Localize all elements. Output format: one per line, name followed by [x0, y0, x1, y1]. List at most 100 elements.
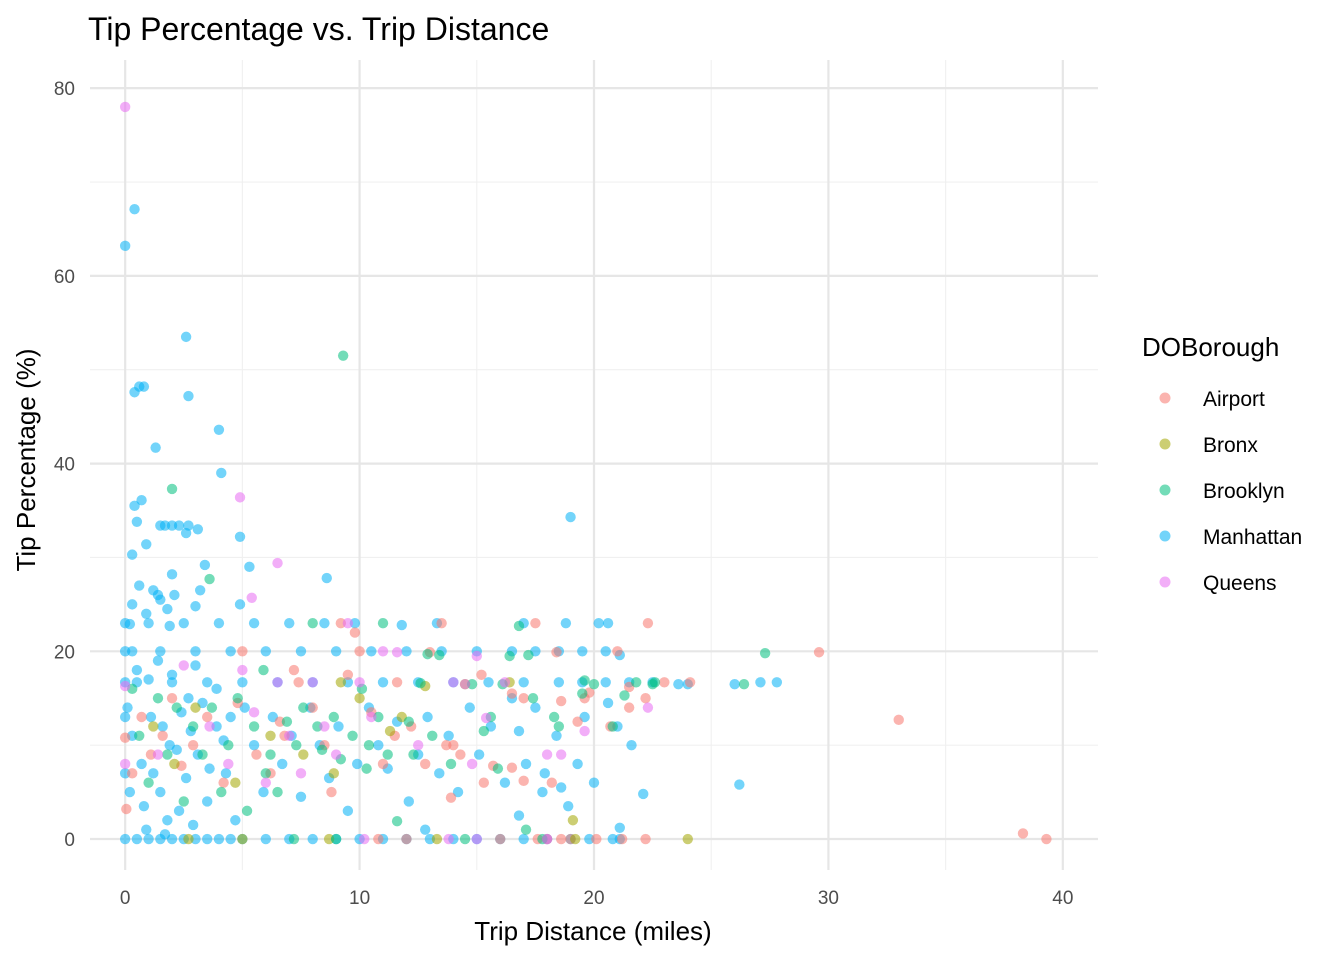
data-point-manhattan: [213, 617, 225, 629]
data-point-brooklyn: [445, 758, 457, 770]
data-point-manhattan: [537, 786, 548, 798]
data-point-manhattan: [284, 617, 295, 629]
data-point-manhattan: [213, 424, 225, 436]
data-point-manhattan: [166, 677, 178, 688]
data-point-manhattan: [734, 779, 745, 790]
data-point-manhattan: [600, 646, 611, 657]
data-point-brooklyn: [204, 573, 215, 585]
data-point-airport: [354, 646, 365, 657]
grid: [90, 60, 1098, 870]
data-point-brooklyn: [171, 702, 182, 713]
data-point-queens: [555, 749, 567, 760]
data-point-manhattan: [377, 677, 389, 688]
data-point-brooklyn: [391, 815, 403, 827]
data-point-queens: [342, 617, 354, 629]
data-point-manhattan: [190, 660, 201, 671]
data-point-manhattan: [178, 617, 189, 629]
data-point-manhattan: [518, 833, 529, 845]
data-point-manhattan: [755, 677, 766, 688]
data-point-manhattan: [164, 620, 175, 632]
data-point-manhattan: [155, 833, 166, 845]
data-point-manhattan: [422, 711, 433, 723]
data-point-manhattan: [572, 758, 583, 770]
legend-key-queens: [1159, 576, 1171, 588]
data-point-brooklyn: [363, 739, 375, 751]
data-point-bronx: [335, 677, 347, 688]
data-point-manhattan: [173, 805, 185, 817]
data-point-queens: [246, 592, 257, 604]
data-point-queens: [119, 680, 131, 692]
data-point-manhattan: [260, 646, 272, 657]
data-point-manhattan: [183, 693, 194, 704]
data-point-airport: [572, 716, 583, 727]
data-point-manhattan: [452, 786, 464, 798]
data-point-brooklyn: [504, 650, 515, 662]
data-point-queens: [330, 749, 342, 760]
data-point-manhattan: [593, 617, 604, 629]
data-point-queens: [319, 721, 330, 732]
data-point-queens: [391, 647, 403, 658]
data-point-manhattan: [565, 511, 576, 523]
data-point-brooklyn: [281, 716, 293, 727]
data-point-manhattan: [513, 810, 525, 821]
legend-key-manhattan: [1159, 530, 1171, 542]
x-tick-label: 40: [1052, 888, 1073, 909]
data-point-manhattan: [248, 739, 260, 751]
data-point-brooklyn: [307, 617, 318, 629]
legend-key-bronx: [1159, 438, 1171, 450]
data-point-queens: [204, 721, 215, 732]
data-point-airport: [342, 669, 354, 680]
data-point-brooklyn: [178, 796, 189, 807]
data-point-manhattan: [138, 381, 150, 392]
legend-key-airport: [1159, 392, 1171, 404]
data-point-airport: [307, 702, 318, 713]
data-point-manhattan: [260, 833, 272, 845]
data-point-airport: [187, 739, 199, 751]
data-point-manhattan: [352, 758, 363, 770]
data-point-airport: [642, 617, 654, 629]
data-point-manhattan: [143, 674, 154, 685]
y-tick-label: 0: [64, 830, 75, 851]
data-point-manhattan: [122, 702, 133, 713]
data-point-bronx: [298, 749, 309, 760]
data-point-airport: [455, 749, 466, 760]
data-point-manhattan: [204, 763, 215, 774]
data-point-brooklyn: [403, 716, 415, 727]
data-point-brooklyn: [197, 749, 208, 760]
data-point-queens: [119, 101, 131, 113]
data-point-brooklyn: [248, 721, 260, 732]
data-point-airport: [551, 647, 562, 658]
data-point-brooklyn: [272, 786, 283, 798]
data-point-manhattan: [225, 646, 236, 657]
data-point-brooklyn: [577, 688, 588, 699]
data-point-manhattan: [129, 500, 140, 512]
data-point-airport: [478, 777, 490, 788]
data-point-manhattan: [119, 711, 131, 723]
y-tick-label: 20: [54, 642, 75, 663]
data-point-bronx: [682, 833, 693, 845]
data-point-queens: [284, 730, 295, 741]
data-point-brooklyn: [258, 664, 269, 676]
data-point-manhattan: [166, 569, 178, 580]
data-point-manhattan: [173, 520, 185, 531]
data-point-manhattan: [577, 646, 588, 657]
data-point-airport: [218, 777, 229, 788]
data-point-manhattan: [234, 531, 246, 543]
data-point-manhattan: [129, 387, 140, 398]
data-point-bronx: [354, 693, 365, 704]
data-point-manhattan: [518, 677, 529, 688]
data-point-manhattan: [171, 744, 182, 756]
data-point-brooklyn: [377, 617, 389, 629]
data-point-airport: [288, 664, 300, 676]
data-point-brooklyn: [422, 648, 433, 660]
data-point-airport: [448, 739, 459, 751]
data-point-manhattan: [473, 749, 485, 760]
data-point-manhattan: [131, 833, 143, 845]
data-point-brooklyn: [630, 677, 642, 688]
data-point-manhattan: [129, 204, 140, 215]
data-point-brooklyn: [553, 721, 565, 732]
data-point-brooklyn: [232, 693, 243, 704]
data-point-queens: [307, 677, 318, 688]
data-point-airport: [391, 677, 403, 688]
